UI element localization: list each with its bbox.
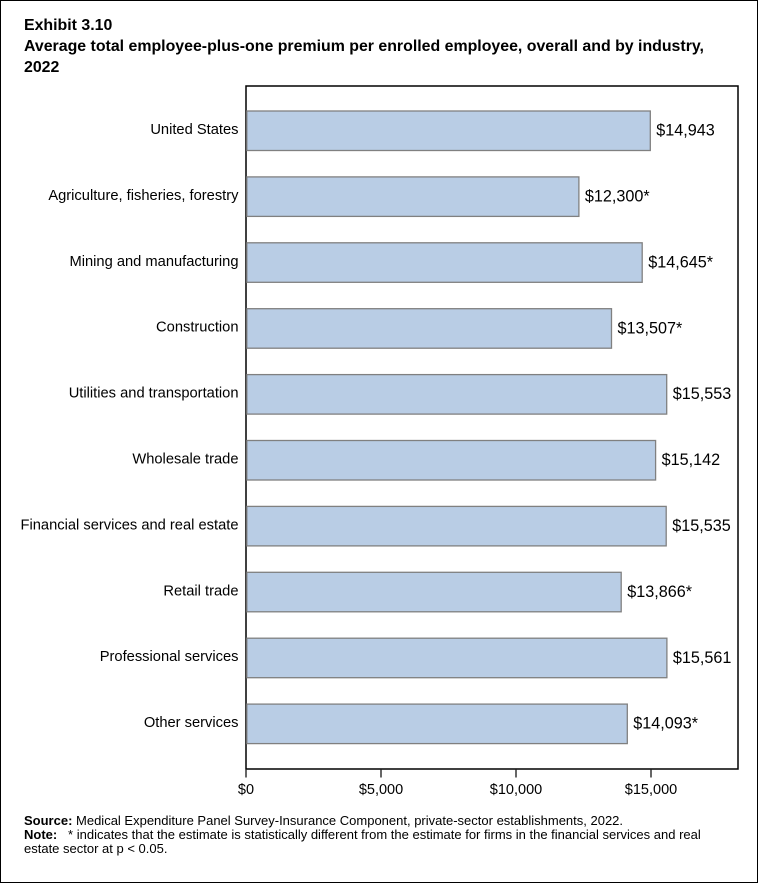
svg-text:Utilities and transportation: Utilities and transportation [69, 386, 239, 402]
svg-text:$13,866*: $13,866* [627, 583, 693, 601]
svg-text:Other services: Other services [144, 715, 239, 731]
svg-text:$10,000: $10,000 [490, 782, 542, 798]
svg-text:Retail trade: Retail trade [163, 583, 238, 599]
svg-text:$15,142: $15,142 [662, 451, 721, 469]
svg-text:$13,507*: $13,507* [618, 319, 684, 337]
svg-text:$15,000: $15,000 [625, 782, 677, 798]
svg-text:Mining and manufacturing: Mining and manufacturing [69, 254, 238, 270]
svg-text:$14,943: $14,943 [656, 122, 715, 140]
svg-text:$14,093*: $14,093* [633, 715, 699, 733]
svg-text:$15,535: $15,535 [672, 517, 731, 535]
svg-text:$5,000: $5,000 [359, 782, 403, 798]
svg-text:$15,561: $15,561 [673, 649, 732, 667]
svg-text:$14,645*: $14,645* [648, 253, 714, 271]
svg-text:$12,300*: $12,300* [585, 188, 651, 206]
svg-text:Agriculture, fisheries, forest: Agriculture, fisheries, forestry [48, 188, 239, 204]
svg-text:$15,553: $15,553 [673, 385, 732, 403]
svg-text:United States: United States [150, 122, 238, 138]
svg-text:Construction: Construction [156, 320, 238, 336]
svg-text:Professional services: Professional services [100, 649, 239, 665]
svg-text:Wholesale trade: Wholesale trade [132, 452, 238, 468]
svg-text:Financial services and real es: Financial services and real estate [21, 517, 239, 533]
svg-text:$0: $0 [238, 782, 254, 798]
